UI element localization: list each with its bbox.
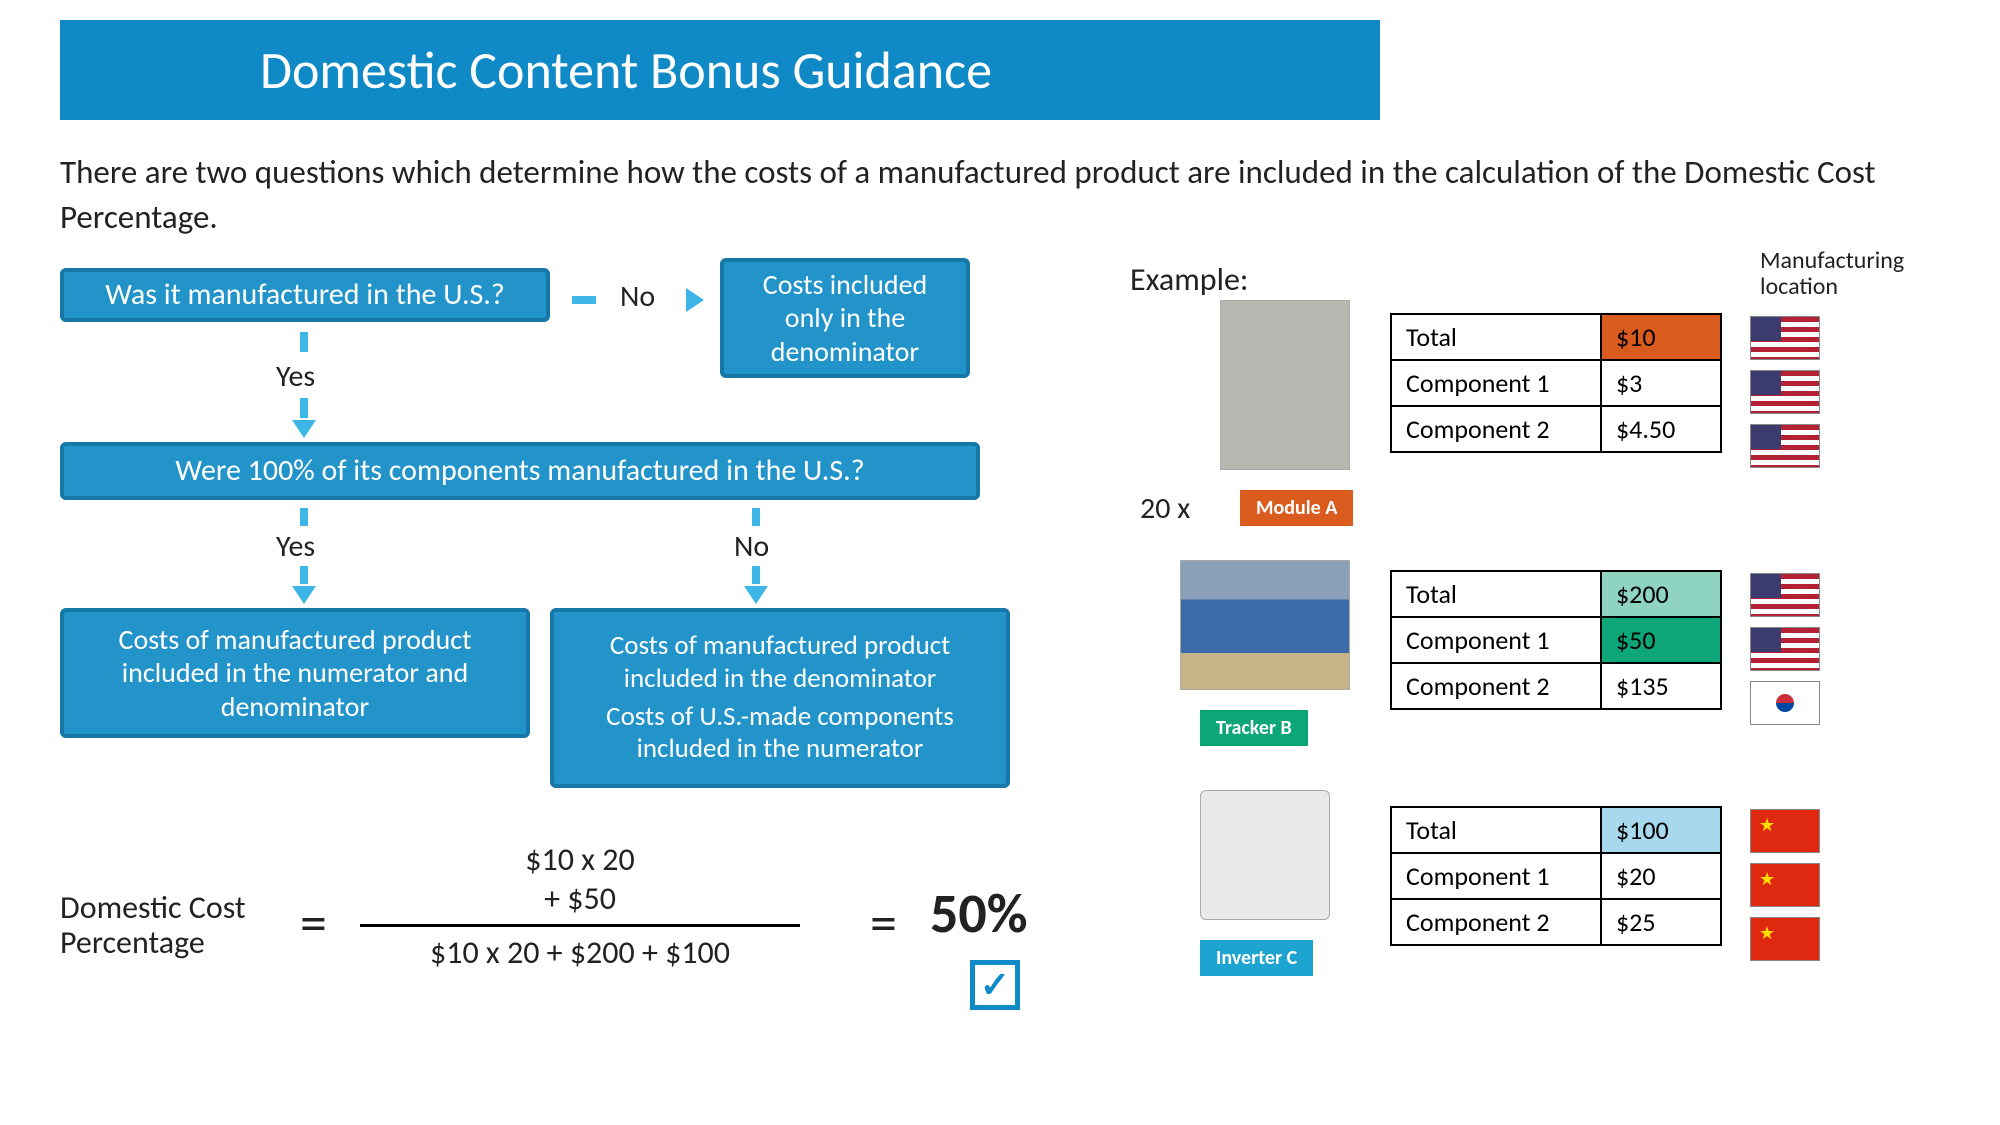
flag-tracker-r0 xyxy=(1750,573,1820,617)
slide-title: Domestic Content Bonus Guidance xyxy=(60,20,1380,120)
calc-eq1: = xyxy=(300,890,327,956)
inverter-r2-value: $25 xyxy=(1601,899,1721,945)
result-check-icon: ✓ xyxy=(970,960,1020,1010)
calc-label: Domestic Cost Percentage xyxy=(60,890,246,960)
flow-q2-text: Were 100% of its components manufactured… xyxy=(175,453,864,489)
flow-dash-4 xyxy=(300,508,308,526)
arrow-down-3 xyxy=(744,586,768,604)
inverter-r0-label: Total xyxy=(1391,807,1601,853)
calc-label-l1: Domestic Cost xyxy=(60,888,246,927)
inverter-r1-value: $20 xyxy=(1601,853,1721,899)
flag-tracker-r2 xyxy=(1750,681,1820,725)
module-image xyxy=(1220,300,1350,470)
flag-inverter-r0 xyxy=(1750,809,1820,853)
flag-inverter-r2 xyxy=(1750,917,1820,961)
flow-dash-2 xyxy=(300,332,308,352)
flow-dash-7 xyxy=(752,566,760,584)
mfg-location-label: Manufacturing location xyxy=(1760,248,1904,301)
flow-q2-yes-label: Yes xyxy=(276,528,315,565)
tracker-tag: Tracker B xyxy=(1200,710,1308,746)
flow-q2: Were 100% of its components manufactured… xyxy=(60,442,980,500)
intro-text: There are two questions which determine … xyxy=(60,150,1940,239)
calc-result: 50% xyxy=(930,880,1028,948)
inverter-r1-label: Component 1 xyxy=(1391,853,1601,899)
flow-q2-yes-result-text: Costs of manufactured product included i… xyxy=(78,623,512,724)
flow-q1-yes-label: Yes xyxy=(276,358,315,395)
flag-module-r2 xyxy=(1750,424,1820,468)
calc-fraction: $10 x 20 + $50 $10 x 20 + $200 + $100 xyxy=(360,840,800,972)
flow-q1-no-result: Costs included only in the denominator xyxy=(720,258,970,378)
flow-dash-6 xyxy=(752,508,760,526)
calc-numerator: $10 x 20 + $50 xyxy=(360,840,800,924)
calc-denominator: $10 x 20 + $200 + $100 xyxy=(360,927,800,972)
inverter-tag: Inverter C xyxy=(1200,940,1313,976)
flow-dash-3 xyxy=(300,398,308,418)
flow-q1-text: Was it manufactured in the U.S.? xyxy=(105,277,505,313)
inverter-r0-value: $100 xyxy=(1601,807,1721,853)
tracker-r1-value: $50 xyxy=(1601,617,1721,663)
module-tag: Module A xyxy=(1240,490,1353,526)
module-r1-label: Component 1 xyxy=(1391,360,1601,406)
inverter-r2-label: Component 2 xyxy=(1391,899,1601,945)
arrow-down-2 xyxy=(292,586,316,604)
flow-q1-no-label: No xyxy=(620,278,655,315)
arrow-down-1 xyxy=(292,420,316,438)
flow-q2-no-label: No xyxy=(734,528,769,565)
tracker-r0-value: $200 xyxy=(1601,571,1721,617)
module-r2-label: Component 2 xyxy=(1391,406,1601,452)
flow-q2-no-result: Costs of manufactured product included i… xyxy=(550,608,1010,788)
flow-q2-no-result-l1: Costs of manufactured product included i… xyxy=(568,630,992,695)
module-r2-value: $4.50 xyxy=(1601,406,1721,452)
module-table: Total $10 Component 1 $3 Component 2 $4.… xyxy=(1390,313,1722,453)
flag-module-r1 xyxy=(1750,370,1820,414)
tracker-r2-value: $135 xyxy=(1601,663,1721,709)
tracker-r0-label: Total xyxy=(1391,571,1601,617)
mfg-l1: Manufacturing xyxy=(1760,246,1904,275)
tracker-image xyxy=(1180,560,1350,690)
module-r1-value: $3 xyxy=(1601,360,1721,406)
flag-tracker-r1 xyxy=(1750,627,1820,671)
flow-dash-1 xyxy=(572,296,596,304)
mfg-l2: location xyxy=(1760,272,1838,301)
qty-label: 20 x xyxy=(1140,490,1190,527)
flow-q1: Was it manufactured in the U.S.? xyxy=(60,268,550,322)
flow-dash-5 xyxy=(300,566,308,584)
flow-q1-no-result-text: Costs included only in the denominator xyxy=(738,268,952,369)
tracker-r2-label: Component 2 xyxy=(1391,663,1601,709)
tracker-r1-label: Component 1 xyxy=(1391,617,1601,663)
tracker-table: Total $200 Component 1 $50 Component 2 $… xyxy=(1390,570,1722,710)
flag-inverter-r1 xyxy=(1750,863,1820,907)
calc-eq2: = xyxy=(870,890,897,956)
flow-q2-yes-result: Costs of manufactured product included i… xyxy=(60,608,530,738)
calc-label-l2: Percentage xyxy=(60,923,205,962)
calc-num-l1: $10 x 20 xyxy=(525,840,634,879)
flow-q2-no-result-l2: Costs of U.S.-made components included i… xyxy=(568,701,992,766)
module-r0-value: $10 xyxy=(1601,314,1721,360)
example-label: Example: xyxy=(1130,260,1248,299)
inverter-table: Total $100 Component 1 $20 Component 2 $… xyxy=(1390,806,1722,946)
flag-module-r0 xyxy=(1750,316,1820,360)
arrow-right-1 xyxy=(686,288,704,312)
calc-num-l2: + $50 xyxy=(544,879,616,918)
inverter-image xyxy=(1200,790,1330,920)
module-r0-label: Total xyxy=(1391,314,1601,360)
